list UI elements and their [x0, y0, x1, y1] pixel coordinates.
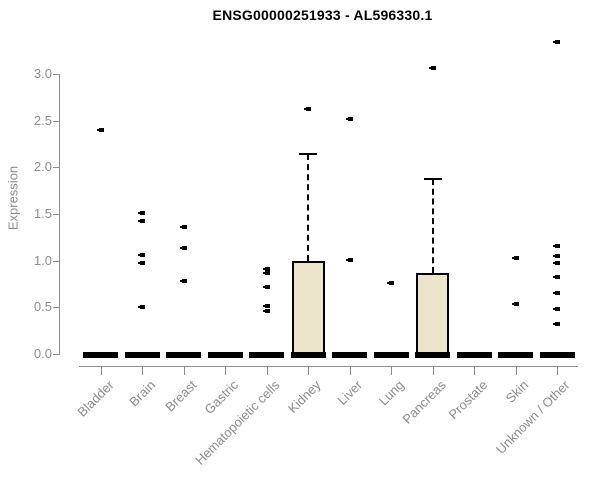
data-point [179, 245, 187, 250]
data-point [262, 270, 270, 275]
x-tick [142, 367, 143, 375]
x-tick [557, 367, 558, 375]
data-point [345, 116, 353, 121]
median-bar [498, 351, 533, 358]
median-bar [539, 351, 575, 358]
y-tick-label: 2.0 [33, 159, 52, 175]
upper-whisker-cap [299, 153, 317, 156]
x-tick [391, 367, 392, 375]
x-tick-label-skin: Skin [502, 377, 532, 406]
data-point [553, 275, 560, 280]
median-bar [415, 351, 450, 358]
data-point [138, 260, 145, 265]
box-iqr [416, 272, 449, 356]
upper-whisker-cap [423, 177, 442, 180]
median-bar [207, 351, 243, 358]
data-point [262, 267, 270, 272]
data-point [511, 255, 519, 260]
x-tick-label-breast: Breast [162, 377, 200, 415]
median-bar [166, 351, 201, 358]
median-bar [249, 351, 284, 358]
data-point [553, 307, 560, 312]
data-point [387, 281, 394, 286]
y-tick [53, 354, 59, 355]
data-point [304, 106, 311, 111]
y-axis-line [59, 74, 60, 355]
box-iqr [291, 260, 325, 356]
data-point [553, 260, 560, 265]
data-point [262, 304, 270, 309]
y-tick-label: 0.5 [33, 299, 52, 315]
x-tick-label-brain: Brain [125, 377, 158, 410]
y-tick-label: 2.5 [33, 112, 52, 128]
x-tick-label-kidney: Kidney [285, 377, 324, 417]
y-tick [53, 260, 59, 262]
x-tick-label-pancreas: Pancreas [398, 377, 449, 427]
x-tick-label-prostate: Prostate [445, 377, 490, 423]
data-point [138, 211, 145, 216]
y-tick [53, 74, 59, 75]
x-tick-label-liver: Liver [334, 377, 366, 408]
data-point [553, 40, 560, 45]
upper-whisker [307, 154, 309, 261]
data-point [138, 218, 145, 223]
median-bar [83, 351, 118, 358]
y-tick [53, 120, 59, 122]
median-bar [456, 351, 492, 358]
x-tick [432, 367, 434, 375]
data-point [511, 301, 519, 306]
x-tick [100, 367, 102, 375]
data-point [428, 66, 436, 71]
x-tick-label-bladder: Bladder [74, 377, 117, 420]
median-bar [332, 351, 367, 358]
x-axis-line [79, 366, 578, 367]
x-tick [308, 367, 309, 375]
x-tick-label-gastric: Gastric [201, 377, 241, 418]
data-point [262, 309, 270, 314]
data-point [553, 322, 560, 327]
x-tick [515, 367, 517, 375]
median-bar [373, 351, 409, 358]
y-tick-label: 1.0 [33, 252, 52, 268]
data-point [553, 291, 560, 296]
data-point [179, 279, 187, 284]
y-tick-label: 3.0 [33, 66, 52, 81]
y-tick-label: 0.0 [33, 346, 52, 361]
data-point [262, 284, 270, 289]
upper-whisker [431, 178, 434, 273]
data-point [96, 128, 104, 132]
x-tick [474, 367, 475, 375]
data-point [138, 253, 145, 258]
data-point [553, 243, 560, 248]
data-point [138, 305, 145, 310]
x-tick [266, 367, 268, 375]
x-tick [225, 367, 226, 375]
chart-title: ENSG00000251933 - AL596330.1 [212, 7, 433, 23]
y-tick-label: 1.5 [33, 206, 52, 221]
x-tick-label-unknown-other: Unknown / Other [493, 377, 573, 457]
y-tick [53, 307, 59, 309]
x-tick [349, 367, 351, 375]
y-tick [53, 214, 59, 215]
data-point [345, 257, 353, 262]
median-bar [124, 351, 160, 358]
x-tick [183, 367, 185, 375]
median-bar [290, 351, 326, 358]
data-point [179, 225, 187, 230]
y-tick [53, 167, 59, 169]
data-point [553, 254, 560, 258]
x-tick-label-lung: Lung [375, 377, 407, 409]
